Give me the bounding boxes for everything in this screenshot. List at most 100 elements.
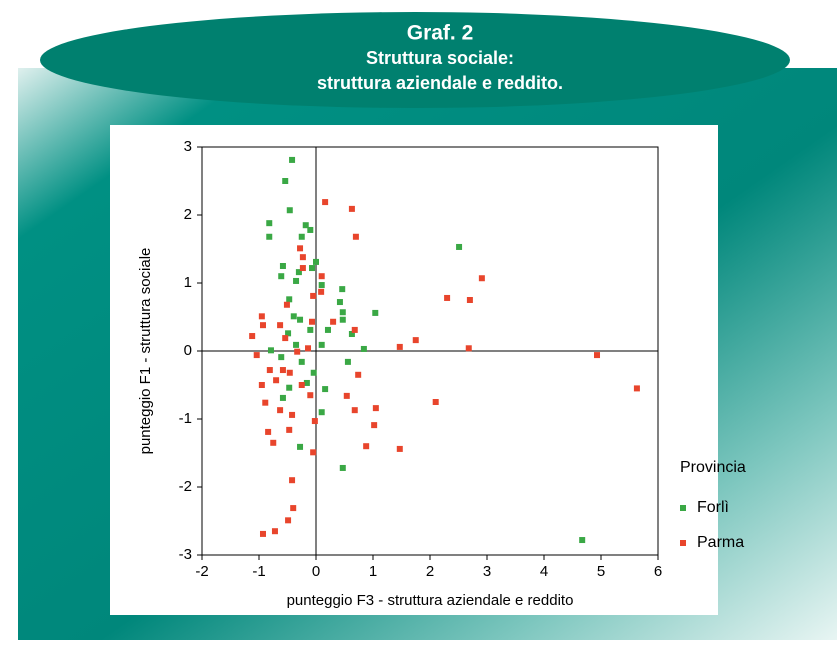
point (298, 382, 305, 388)
point (355, 371, 362, 378)
point (278, 273, 285, 280)
point (348, 331, 355, 337)
point (310, 292, 317, 299)
point (286, 384, 293, 391)
point (279, 367, 286, 374)
point (594, 352, 601, 359)
point (396, 445, 403, 452)
chart-subtitle: Struttura sociale: (366, 48, 514, 68)
point (265, 428, 272, 435)
point (299, 254, 306, 261)
point (285, 517, 292, 524)
legend-title: Provincia (680, 459, 746, 476)
point (311, 418, 318, 425)
point (289, 156, 296, 163)
point (336, 299, 343, 306)
point (297, 443, 304, 450)
point (351, 326, 358, 333)
point (277, 407, 284, 414)
point (286, 207, 293, 214)
point (324, 326, 331, 333)
y-tick-label: -2 (179, 478, 192, 495)
legend-label: Forlì (697, 499, 729, 516)
y-tick-label: -3 (179, 546, 192, 563)
point (318, 282, 325, 289)
point (348, 205, 355, 212)
point (339, 309, 346, 316)
point (322, 199, 329, 206)
point (313, 258, 319, 265)
point (259, 530, 266, 537)
chart-subtitle: struttura aziendale e reddito. (317, 73, 563, 93)
y-tick-label: 2 (184, 206, 192, 223)
point (262, 399, 269, 406)
point (360, 345, 367, 352)
point (633, 385, 640, 392)
point (266, 367, 273, 374)
point (339, 286, 346, 293)
point (266, 233, 273, 240)
point (267, 347, 274, 354)
point (282, 335, 289, 342)
point (266, 220, 273, 227)
point (478, 275, 485, 282)
point (330, 318, 337, 325)
point (309, 318, 316, 325)
x-tick-label: 3 (483, 563, 491, 580)
x-tick-label: -1 (252, 563, 265, 580)
plot-panel (110, 125, 718, 615)
point (283, 301, 290, 308)
point (363, 443, 370, 450)
point (372, 405, 379, 412)
point (339, 316, 346, 323)
point (318, 273, 325, 280)
point (371, 422, 378, 429)
point (290, 505, 297, 512)
point (412, 337, 419, 344)
title-pill (40, 12, 790, 108)
point (310, 369, 317, 376)
point (302, 222, 309, 229)
point (466, 297, 473, 303)
point (289, 477, 296, 484)
point (298, 358, 305, 365)
legend-marker (680, 540, 686, 546)
point (258, 382, 265, 388)
x-tick-label: 6 (654, 563, 662, 580)
chart-title: Graf. 2 (407, 22, 474, 45)
y-axis-label: punteggio F1 - struttura sociale (137, 248, 154, 455)
point (318, 288, 325, 295)
point (322, 386, 329, 393)
point (286, 296, 293, 303)
legend-marker (680, 505, 686, 511)
point (279, 263, 286, 269)
point (303, 379, 310, 386)
point (343, 392, 350, 399)
point (299, 265, 306, 272)
point (307, 226, 314, 233)
point (351, 407, 358, 414)
point (270, 439, 277, 446)
point (259, 322, 266, 329)
point (310, 449, 317, 456)
point (273, 377, 280, 384)
x-tick-label: 4 (540, 563, 548, 580)
point (293, 341, 300, 348)
point (295, 269, 302, 276)
y-tick-label: -1 (179, 410, 192, 427)
point (307, 326, 314, 333)
x-tick-label: 0 (312, 563, 320, 580)
point (444, 294, 451, 301)
point (307, 392, 314, 399)
point (271, 528, 278, 535)
point (579, 537, 586, 544)
point (339, 464, 346, 471)
x-tick-label: 5 (597, 563, 605, 580)
point (298, 233, 305, 240)
point (305, 345, 312, 352)
y-tick-label: 0 (184, 342, 192, 359)
point (309, 265, 316, 272)
point (277, 322, 284, 329)
point (396, 343, 403, 350)
